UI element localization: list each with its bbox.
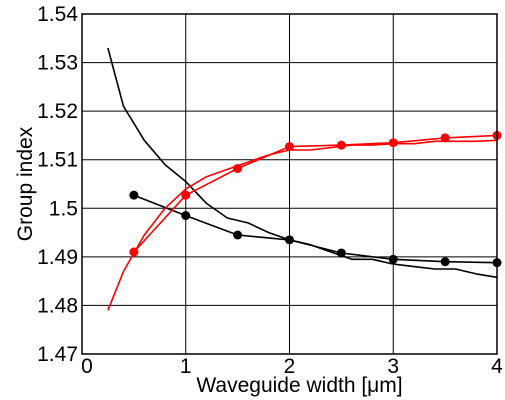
y-tick-label: 1.54 (37, 3, 78, 26)
data-point (440, 133, 450, 143)
y-tick-label: 1.52 (37, 100, 78, 123)
series-line-4 (133, 134, 498, 253)
x-axis-label: Waveguide width [μm] (196, 374, 402, 397)
data-point (181, 190, 191, 200)
series-line-2 (133, 194, 498, 264)
data-point (388, 254, 398, 264)
x-tick-label: 2 (284, 355, 296, 378)
series-line-3 (107, 139, 498, 311)
data-point (285, 142, 294, 152)
y-tick-label: 1.5 (49, 197, 78, 220)
data-point (181, 211, 191, 221)
x-tick-label: 1 (180, 355, 192, 378)
data-point (440, 257, 450, 267)
x-tick-label: 3 (387, 355, 399, 378)
y-tick-label: 1.51 (37, 149, 78, 172)
y-tick-label: 1.48 (37, 294, 78, 317)
y-tick-label: 1.47 (37, 343, 78, 366)
y-axis-label: Group index (14, 126, 37, 241)
plot-frame (81, 13, 498, 355)
data-point (285, 235, 294, 245)
data-point (388, 138, 398, 148)
data-point (233, 163, 243, 173)
y-tick-label: 1.53 (37, 52, 78, 75)
series-layer (107, 47, 502, 311)
data-point (233, 230, 243, 240)
x-tick-label: 4 (491, 355, 503, 378)
data-point (336, 248, 346, 258)
data-point (129, 190, 139, 200)
data-point (129, 247, 139, 257)
grid (82, 14, 497, 354)
x-tick-label: 0 (81, 355, 93, 378)
data-point (336, 140, 346, 150)
y-tick-label: 1.49 (37, 246, 78, 269)
tick-labels: 0 1 2 3 4 1.47 1.48 1.49 1.5 1.51 1.52 1.53 1.54 (37, 3, 503, 378)
